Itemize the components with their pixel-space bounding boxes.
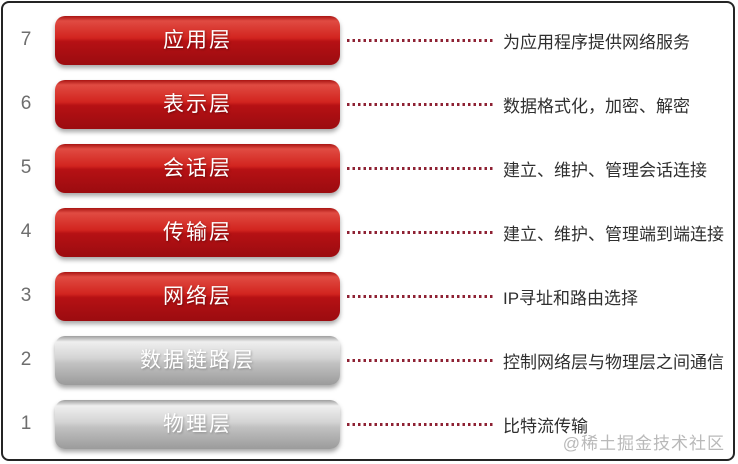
layer-bar-5: 会话层 [55, 143, 340, 193]
dotted-leader-line [347, 102, 493, 106]
layer-row: 2 数据链路层 控制网络层与物理层之间通信 [3, 328, 733, 392]
layer-bar-4: 传输层 [55, 207, 340, 257]
layer-number: 3 [20, 285, 32, 306]
watermark: @稀土掘金技术社区 [562, 434, 725, 453]
layer-row: 1 物理层 比特流传输 [3, 392, 733, 456]
layer-description: 建立、维护、管理会话连接 [503, 160, 707, 180]
layer-row: 7 应用层 为应用程序提供网络服务 [3, 8, 733, 72]
dotted-leader-line [347, 38, 493, 42]
layer-row: 3 网络层 IP寻址和路由选择 [3, 264, 733, 328]
dotted-leader-line [347, 358, 493, 362]
layer-description: 为应用程序提供网络服务 [503, 32, 690, 52]
layer-row: 5 会话层 建立、维护、管理会话连接 [3, 136, 733, 200]
layer-bar-2: 数据链路层 [55, 335, 340, 385]
layer-number: 6 [20, 93, 32, 114]
dotted-leader-line [347, 294, 493, 298]
layer-bar-7: 应用层 [55, 15, 340, 65]
layer-description: 控制网络层与物理层之间通信 [503, 352, 724, 372]
layer-description: IP寻址和路由选择 [503, 288, 639, 308]
layer-number: 5 [20, 157, 32, 178]
layer-bar-3: 网络层 [55, 271, 340, 321]
layer-description: 建立、维护、管理端到端连接 [503, 224, 724, 244]
layer-number: 2 [20, 349, 32, 370]
layer-bar-6: 表示层 [55, 79, 340, 129]
layer-row: 6 表示层 数据格式化，加密、解密 [3, 72, 733, 136]
dotted-leader-line [347, 166, 493, 170]
layer-description: 数据格式化，加密、解密 [503, 96, 690, 116]
dotted-leader-line [347, 230, 493, 234]
layer-bar-1: 物理层 [55, 399, 340, 449]
layer-number: 4 [20, 221, 32, 242]
layer-description: 比特流传输 [503, 416, 588, 436]
dotted-leader-line [347, 422, 493, 426]
osi-layer-rows: 7 应用层 为应用程序提供网络服务 6 表示层 数据格式化，加密、解密 5 会话… [3, 3, 733, 456]
layer-number: 7 [20, 29, 32, 50]
layer-number: 1 [20, 413, 32, 434]
layer-row: 4 传输层 建立、维护、管理端到端连接 [3, 200, 733, 264]
